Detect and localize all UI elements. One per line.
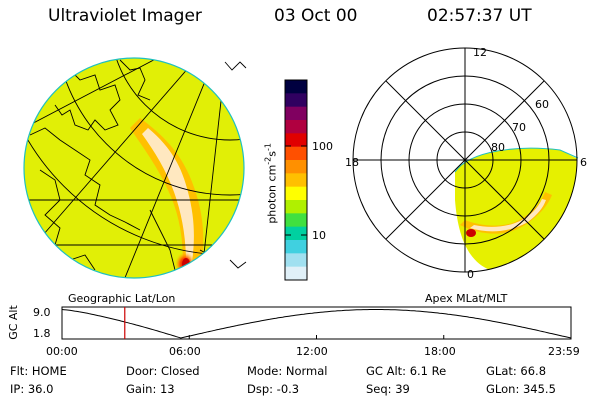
colorbar-segment: [285, 200, 307, 214]
colorbar-segment: [285, 106, 307, 121]
mlt-label-12: 12: [473, 46, 487, 59]
apex-caption: Apex MLat/MLT: [425, 292, 508, 305]
info-gc-altitude: GC Alt: 6.1 Re: [366, 364, 447, 378]
colorbar-segment: [285, 173, 307, 188]
altitude-ytick-bottom: 1.8: [33, 327, 51, 340]
info-dsp: Dsp: -0.3: [247, 382, 300, 396]
info-glat: GLat: 66.8: [486, 364, 547, 378]
mlt-label-0: 0: [467, 268, 474, 281]
colorbar-segment: [285, 253, 307, 268]
colorbar-segment: [285, 226, 307, 241]
info-door: Door: Closed: [126, 364, 200, 378]
colorbar-tick-10: 10: [312, 229, 326, 242]
altitude-xtick-2359: 23:59: [548, 345, 580, 358]
info-ip: IP: 36.0: [10, 382, 54, 396]
image-date: 03 Oct 00: [274, 6, 358, 26]
info-seq: Seq: 39: [366, 382, 410, 396]
altitude-xtick-1800: 18:00: [424, 345, 456, 358]
mlat-label-60: 60: [535, 98, 549, 111]
colorbar-segment: [285, 266, 307, 281]
colorbar-segment: [285, 240, 307, 254]
colorbar-segment: [285, 133, 307, 148]
altitude-xtick-0600: 06:00: [169, 345, 201, 358]
mlt-label-6: 6: [580, 156, 587, 169]
colorbar-segment: [285, 160, 307, 174]
colorbar-segment: [285, 80, 307, 94]
info-mode: Mode: Normal: [247, 364, 328, 378]
altitude-ytick-top: 9.0: [33, 306, 51, 319]
info-flight: Flt: HOME: [10, 364, 67, 378]
colorbar-segment: [285, 120, 307, 134]
colorbar-segment: [285, 213, 307, 228]
colorbar-segment: [285, 186, 307, 201]
altitude-xtick-0000: 00:00: [46, 345, 78, 358]
mlat-label-70: 70: [512, 121, 526, 134]
colorbar-segment: [285, 146, 307, 161]
colorbar-tick-100: 100: [312, 140, 333, 153]
altitude-xtick-1200: 12:00: [296, 345, 328, 358]
info-glon: GLon: 345.5: [486, 382, 556, 396]
mlat-label-80: 80: [491, 141, 505, 154]
altitude-ylabel: GC Alt: [6, 305, 20, 340]
geographic-caption: Geographic Lat/Lon: [68, 292, 176, 305]
info-gain: Gain: 13: [126, 382, 175, 396]
image-time: 02:57:37 UT: [427, 6, 532, 26]
colorbar-segment: [285, 93, 307, 108]
mlt-label-18: 18: [345, 156, 359, 169]
instrument-title: Ultraviolet Imager: [48, 6, 202, 26]
